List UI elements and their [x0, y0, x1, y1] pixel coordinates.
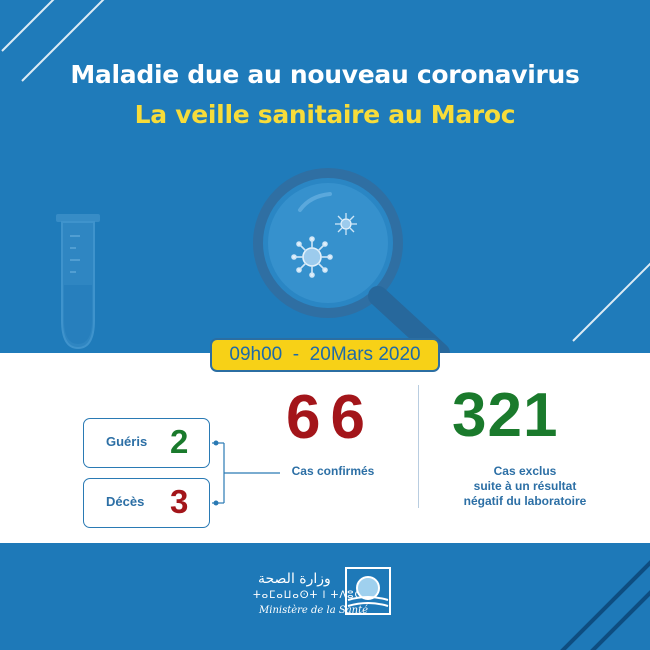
deaths-value: 3: [170, 483, 189, 520]
ministry-arabic-name: وزارة الصحة: [258, 571, 331, 587]
confirmed-value: 66: [286, 383, 375, 452]
footer-section: [0, 543, 650, 650]
decorative-line: [588, 552, 650, 650]
virus-icon: [335, 213, 357, 235]
excluded-value: 321: [452, 381, 559, 450]
test-tube-icon: [56, 214, 100, 350]
ministry-french-name: Ministère de la Santé: [259, 605, 369, 616]
recovered-box: Guéris 2: [83, 418, 210, 468]
deaths-label: Décès: [106, 494, 145, 509]
magnifier-icon: [253, 168, 450, 353]
date-badge: 09h00 - 20Mars 2020: [210, 338, 440, 372]
divider: [418, 385, 419, 508]
recovered-value: 2: [170, 423, 189, 460]
confirmed-label: Cas confirmés: [291, 464, 375, 478]
recovered-label: Guéris: [106, 434, 148, 449]
excluded-label: Cas exclus suite à un résultat négatif d…: [430, 464, 620, 509]
deaths-box: Décès 3: [83, 478, 210, 528]
ministry-tifinagh-name: ⵜⴰⵎⴰⵡⴰⵙⵜ ⵏ ⵜⴷⵓⵙⵉ: [253, 590, 372, 601]
title-line-1: Maladie due au nouveau coronavirus: [70, 60, 580, 89]
header-section: Maladie due au nouveau coronavirus La ve…: [0, 0, 650, 353]
virus-icon: [291, 236, 333, 278]
ministry-emblem-icon: [345, 567, 391, 615]
excluded-label-line-3: négatif du laboratoire: [463, 494, 587, 508]
excluded-label-line-1: Cas exclus: [493, 464, 557, 478]
excluded-label-line-2: suite à un résultat: [473, 479, 577, 493]
title-line-2: La veille sanitaire au Maroc: [134, 100, 516, 129]
illustration: [56, 168, 450, 353]
